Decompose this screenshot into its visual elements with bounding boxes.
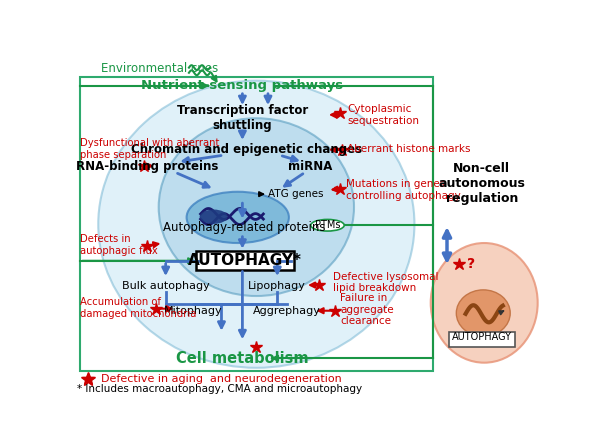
Text: AUTOPHAGY*: AUTOPHAGY* bbox=[188, 253, 302, 268]
Text: Accumulation of
damaged mitochondria: Accumulation of damaged mitochondria bbox=[80, 297, 196, 319]
Ellipse shape bbox=[200, 210, 227, 224]
Ellipse shape bbox=[187, 192, 289, 243]
Text: ATG genes: ATG genes bbox=[268, 189, 323, 199]
Ellipse shape bbox=[431, 243, 538, 363]
Text: Cytoplasmic
sequestration: Cytoplasmic sequestration bbox=[347, 104, 419, 126]
Text: Failure in
aggregate
clearance: Failure in aggregate clearance bbox=[340, 293, 394, 326]
Text: Chromatin and epigenetic changes: Chromatin and epigenetic changes bbox=[131, 143, 362, 155]
Ellipse shape bbox=[159, 118, 354, 296]
Text: Environmental cues: Environmental cues bbox=[101, 62, 218, 75]
Text: Autophagy-related proteins: Autophagy-related proteins bbox=[163, 221, 326, 234]
Text: Aberrant histone marks: Aberrant histone marks bbox=[347, 144, 470, 154]
FancyBboxPatch shape bbox=[449, 332, 515, 347]
FancyBboxPatch shape bbox=[196, 250, 293, 270]
Text: Defective in aging  and neurodegeneration: Defective in aging and neurodegeneration bbox=[101, 374, 341, 384]
Text: Mutations in genes
controlling autophagy: Mutations in genes controlling autophagy bbox=[346, 179, 461, 201]
Ellipse shape bbox=[311, 219, 344, 231]
Text: Cell metabolism: Cell metabolism bbox=[176, 351, 309, 366]
Text: Non-cell
autonomous
regulation: Non-cell autonomous regulation bbox=[439, 162, 526, 205]
Text: AUTOPHAGY: AUTOPHAGY bbox=[452, 332, 512, 342]
Ellipse shape bbox=[98, 81, 415, 368]
Text: Transcription factor
shuttling: Transcription factor shuttling bbox=[177, 104, 308, 132]
Ellipse shape bbox=[456, 290, 510, 337]
Text: Dysfunctional with aberrant
phase separation: Dysfunctional with aberrant phase separa… bbox=[80, 138, 219, 160]
Text: ?: ? bbox=[467, 257, 475, 270]
Text: Defects in
autophagic flux: Defects in autophagic flux bbox=[80, 234, 157, 256]
Bar bbox=[80, 77, 433, 371]
Text: Lipophagy: Lipophagy bbox=[248, 281, 306, 291]
Text: Mitophagy: Mitophagy bbox=[164, 306, 223, 317]
Text: Defective lysosomal
lipid breakdown: Defective lysosomal lipid breakdown bbox=[333, 272, 439, 293]
Text: PTMs: PTMs bbox=[315, 220, 340, 230]
Text: Aggrephagy: Aggrephagy bbox=[253, 306, 320, 317]
Text: Nutrient-sensing pathways: Nutrient-sensing pathways bbox=[142, 79, 343, 92]
Text: * Includes macroautophagy, CMA and microautophagy: * Includes macroautophagy, CMA and micro… bbox=[77, 384, 362, 394]
Text: Bulk autophagy: Bulk autophagy bbox=[122, 281, 209, 291]
Text: miRNA: miRNA bbox=[287, 159, 332, 173]
Text: RNA-binding proteins: RNA-binding proteins bbox=[76, 159, 218, 173]
